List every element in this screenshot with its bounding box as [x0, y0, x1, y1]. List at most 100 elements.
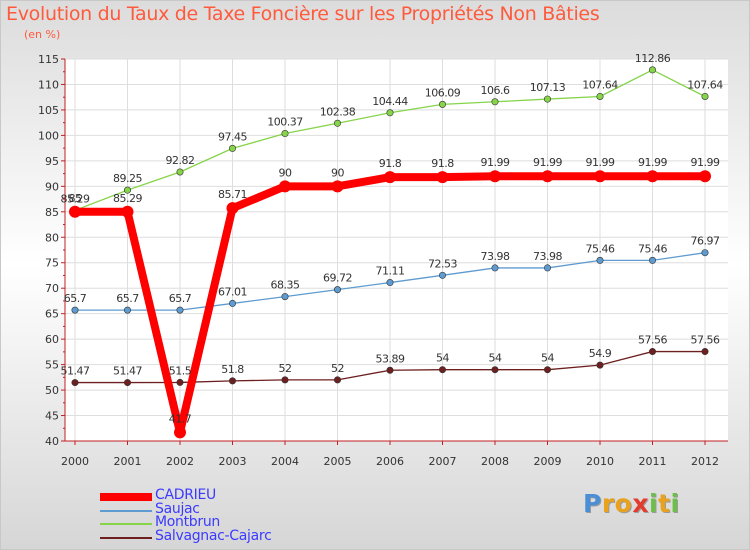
data-point — [543, 366, 551, 374]
data-label: 51.5 — [169, 364, 192, 377]
data-point — [279, 180, 291, 193]
data-label: 85.29 — [113, 192, 142, 205]
data-point — [124, 306, 132, 314]
data-label: 75.46 — [638, 242, 667, 255]
data-point — [281, 293, 289, 301]
data-label: 90 — [331, 166, 344, 179]
y-tick-label: 110 — [38, 78, 59, 91]
y-tick-label: 60 — [45, 333, 59, 346]
legend-swatch — [100, 537, 152, 539]
data-label: 85 — [69, 192, 82, 205]
data-point — [596, 361, 604, 369]
data-point — [384, 171, 396, 184]
data-point — [229, 144, 237, 152]
data-label: 107.64 — [582, 78, 618, 91]
data-label: 107.64 — [687, 78, 723, 91]
data-label: 71.11 — [376, 265, 405, 278]
data-label: 112.86 — [635, 52, 671, 65]
data-point — [648, 256, 656, 264]
data-point — [491, 98, 499, 106]
y-tick-label: 105 — [38, 104, 59, 117]
data-point — [436, 171, 449, 184]
data-point — [489, 170, 501, 183]
x-tick-label: 2002 — [166, 455, 194, 468]
data-label: 52 — [279, 362, 292, 375]
data-point — [701, 348, 709, 356]
data-label: 91.99 — [533, 156, 562, 169]
x-tick-label: 2004 — [271, 455, 299, 468]
y-tick-label: 55 — [45, 359, 59, 372]
data-label: 104.44 — [372, 95, 408, 108]
data-point — [701, 249, 709, 257]
data-point — [176, 168, 184, 176]
logo-letter: o — [614, 489, 633, 518]
x-tick-label: 2003 — [219, 455, 247, 468]
data-label: 97.45 — [218, 130, 247, 143]
y-tick-label: 45 — [45, 410, 59, 423]
data-label: 54 — [541, 352, 554, 365]
data-point — [176, 378, 184, 386]
logo-letter: i — [649, 489, 659, 518]
logo-letter: x — [632, 489, 649, 518]
logo-letter: i — [670, 489, 680, 518]
y-tick-label: 80 — [45, 231, 59, 244]
chart-title: Evolution du Taux de Taxe Foncière sur l… — [6, 3, 600, 25]
data-label: 91.99 — [691, 156, 720, 169]
x-tick-label: 2012 — [691, 455, 719, 468]
data-point — [491, 264, 499, 272]
data-label: 51.8 — [221, 363, 244, 376]
legend-swatch — [100, 523, 152, 525]
data-label: 65.7 — [169, 292, 192, 305]
data-label: 91.99 — [481, 156, 510, 169]
data-label: 76.97 — [691, 235, 720, 248]
data-label: 91.8 — [379, 157, 402, 170]
data-label: 65.7 — [116, 292, 139, 305]
data-point — [701, 92, 709, 100]
y-tick-label: 70 — [45, 282, 59, 295]
data-label: 52 — [331, 362, 344, 375]
data-label: 51.47 — [113, 365, 142, 378]
x-tick-label: 2008 — [481, 455, 509, 468]
data-label: 51.47 — [61, 365, 90, 378]
data-point — [69, 205, 81, 218]
x-tick-label: 2007 — [429, 455, 457, 468]
data-label: 54.9 — [589, 347, 612, 360]
data-point — [648, 348, 656, 356]
data-point — [71, 379, 79, 387]
x-tick-label: 2005 — [324, 455, 352, 468]
data-label: 73.98 — [533, 250, 562, 263]
data-point — [648, 66, 656, 74]
proxiti-logo: Proxiti — [583, 489, 680, 518]
data-label: 92.82 — [166, 154, 195, 167]
data-point — [281, 376, 289, 384]
x-tick-label: 2009 — [534, 455, 562, 468]
data-label: 106.6 — [481, 84, 510, 97]
data-label: 41.7 — [169, 412, 192, 425]
data-point — [229, 299, 237, 307]
legend-label: Salvagnac-Cajarc — [155, 528, 272, 544]
data-point — [438, 100, 446, 108]
data-point — [386, 279, 394, 287]
data-point — [333, 376, 341, 384]
data-point — [594, 170, 606, 183]
y-tick-label: 50 — [45, 384, 59, 397]
data-label: 91.8 — [431, 157, 454, 170]
data-point — [71, 306, 79, 314]
data-point — [333, 119, 341, 127]
data-point — [699, 170, 711, 183]
data-point — [174, 426, 186, 439]
data-point — [438, 271, 446, 279]
data-label: 73.98 — [481, 250, 510, 263]
data-label: 85.71 — [218, 188, 247, 201]
data-label: 54 — [489, 352, 502, 365]
x-tick-label: 2006 — [376, 455, 404, 468]
data-point — [543, 264, 551, 272]
legend-label: Montbrun — [155, 514, 220, 530]
y-tick-label: 100 — [38, 129, 59, 142]
data-label: 89.25 — [113, 172, 142, 185]
data-point — [229, 377, 237, 385]
data-point — [226, 202, 239, 215]
y-tick-label: 115 — [38, 53, 59, 66]
data-point — [646, 170, 659, 183]
y-tick-label: 65 — [45, 308, 59, 321]
